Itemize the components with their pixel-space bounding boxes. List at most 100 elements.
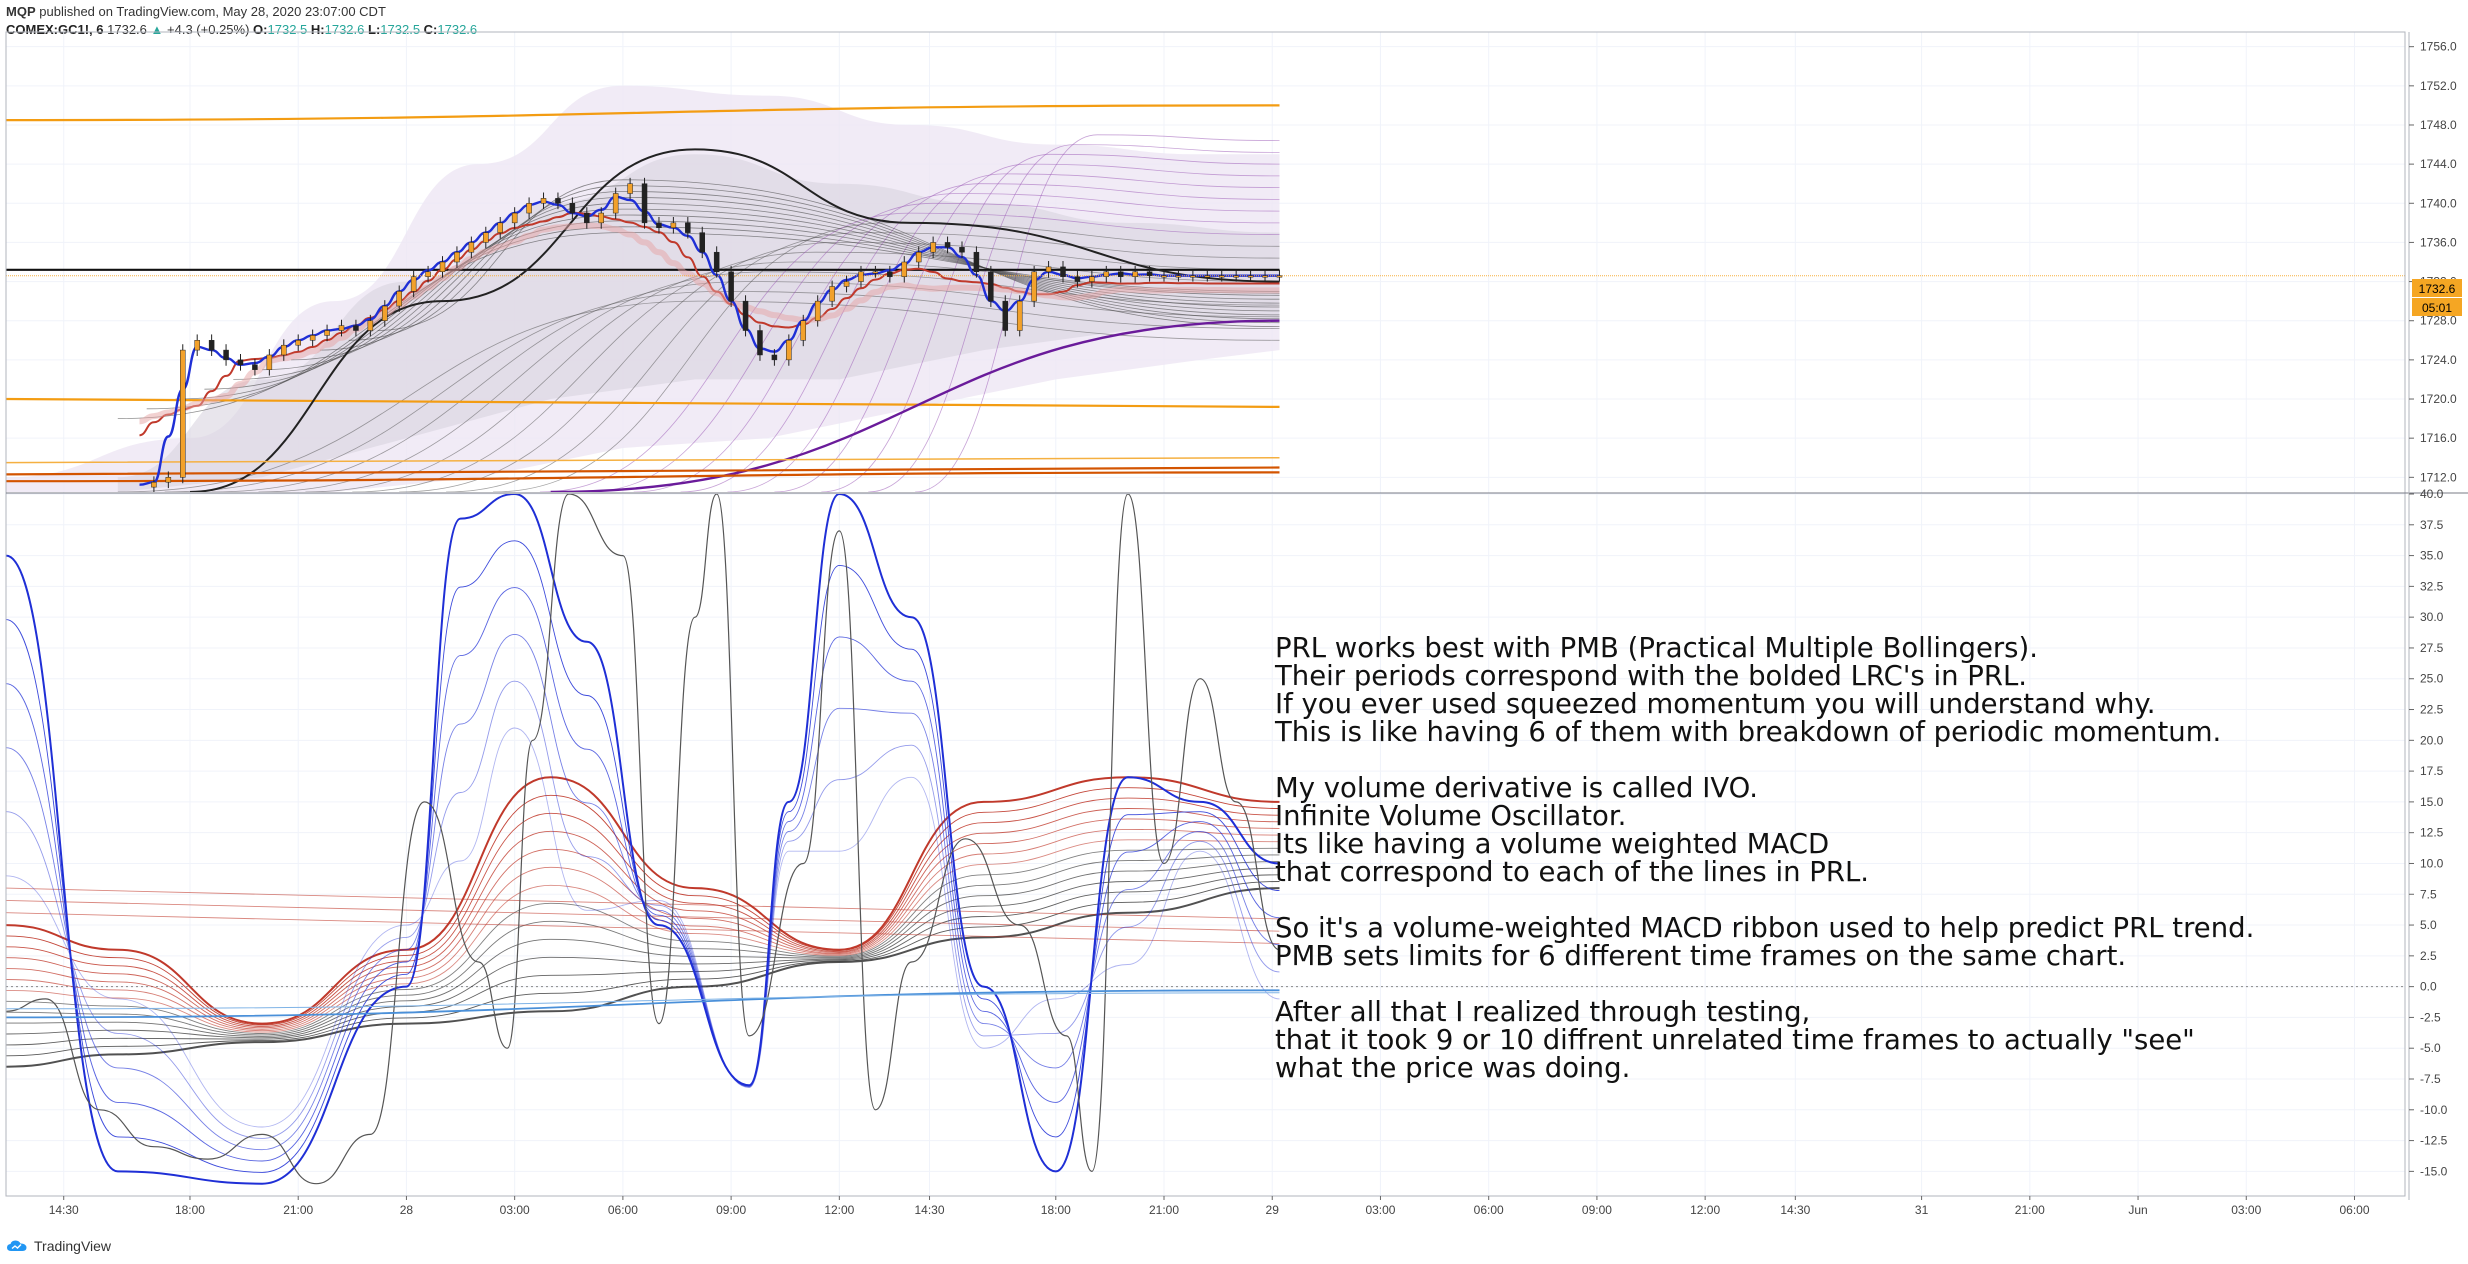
steelblue-thin-line [6,992,1280,1010]
time-tick-label: 21:00 [1149,1203,1179,1217]
price-tick-label: 1752.0 [2420,79,2457,93]
candle-down [728,271,734,302]
price-tick-label: 1744.0 [2420,157,2457,171]
time-tick-label: 06:00 [1474,1203,1504,1217]
annotation-line: Its like having a volume weighted MACD [1275,828,1830,860]
time-tick-label: 09:00 [1582,1203,1612,1217]
candle-down [584,212,590,224]
candle-up [1016,300,1023,331]
price-tick-label: 1720.0 [2420,392,2457,406]
candle-up [396,291,402,307]
time-tick-label: 31 [1915,1203,1929,1217]
annotation-line: PRL works best with PMB (Practical Multi… [1275,632,2038,664]
annotation-line: PMB sets limits for 6 different time fra… [1275,940,2127,972]
candle-down [685,222,691,233]
candle-up [627,183,633,194]
candle-up [511,212,518,224]
candle-down [569,203,576,214]
tradingview-logo[interactable]: TradingView [6,1238,111,1254]
open-value: 1732.5 [267,22,308,37]
last-price-tag-text: 1732.6 [2419,282,2456,296]
candle-up [872,271,879,274]
macd-ribbon-line [6,861,1280,1037]
candle-down [713,251,720,273]
arch-curve [319,191,1280,351]
time-tick-label: 21:00 [2015,1203,2045,1217]
high-value: 1732.6 [324,22,365,37]
time-tick-label: 06:00 [608,1203,638,1217]
blue-oscillator-line [6,680,1280,1139]
chart-publish-info: MQP published on TradingView.com, May 28… [6,4,386,19]
candle-up [1233,275,1239,278]
candle-down [887,271,893,277]
macd-ribbon-line [6,839,1280,1033]
candle-up [165,477,172,483]
candle-up [367,320,374,331]
annotation-line: My volume derivative is called IVO. [1275,772,1758,804]
price-tick-label: 1736.0 [2420,235,2457,249]
annotation-line: If you ever used squeezed momentum you w… [1275,688,2156,720]
candle-down [944,242,951,248]
macd-ribbon-line [6,808,1280,1029]
osc-tick-label: -12.5 [2420,1134,2448,1148]
blue-oscillator-line [6,633,1280,1151]
osc-tick-label: 20.0 [2420,733,2444,747]
candle-up [497,222,503,233]
candle-up [281,344,287,356]
gray-oscillator-line [6,494,1280,1185]
price-tick-label: 1756.0 [2420,40,2457,54]
lower-orange-line [6,466,1280,476]
candle-down [1146,271,1153,276]
fan-curve [492,222,1280,492]
steelblue-signal-line [6,989,1280,1019]
symbol-label[interactable]: COMEX:GC1!, 6 [6,22,104,37]
macd-ribbon-line [6,867,1280,1039]
price-change: +4.3 (+0.25%) [167,22,250,37]
close-label: C: [423,22,438,37]
inner-band-fill [117,154,1280,492]
time-axis[interactable]: 14:30 18:00 21:00 28 03:00 06:00 09:00 12:00 14:… [6,1195,2405,1217]
time-tick-label: 21:00 [283,1203,313,1217]
candle-up [901,261,908,277]
candle-up [439,261,446,273]
osc-tick-label: -15.0 [2420,1164,2448,1178]
osc-tick-label: 0.0 [2420,980,2437,994]
candle-down [353,325,359,331]
series-lower-orange-band [6,397,1280,408]
candle-up [483,232,489,243]
series-dark-curve [189,148,1280,492]
candle-up [180,349,186,478]
annotation-line: So it's a volume-weighted MACD ribbon us… [1275,912,2255,944]
candle-up [1045,266,1052,273]
candle-up [338,325,345,331]
price-axis[interactable]: 1756.0 1752.0 1748.0 1744.0 1740.0 1736.0 1732… [2409,40,2457,1179]
candle-up [1132,271,1138,277]
low-label: L: [368,22,381,37]
fan-curve [915,134,1280,492]
candle-down [223,349,229,361]
candle-down [1074,276,1081,282]
annotation-line: This is like having 6 of them with break… [1275,716,2222,748]
time-tick-label: 14:30 [1780,1203,1810,1217]
candle-up [454,251,460,263]
annotation-line: that it took 9 or 10 diffrent unrelated … [1275,1024,2195,1056]
candle-up [598,212,604,224]
time-tick-label: 03:00 [2231,1203,2261,1217]
osc-tick-label: 10.0 [2420,856,2444,870]
author-name[interactable]: MQP [6,4,36,19]
candle-up [670,222,677,228]
osc-tick-label: -5.0 [2420,1041,2441,1055]
fan-curve [352,251,1280,492]
price-tick-label: 1716.0 [2420,431,2457,445]
candle-down [1060,266,1066,277]
candle-down [757,330,763,356]
arch-curve [233,208,1280,380]
candle-down [1117,271,1124,277]
candle-up [800,320,807,341]
fan-curve [680,183,1280,492]
price-tick-label: 1740.0 [2420,196,2457,210]
fan-curve [211,281,1280,492]
time-tick-label: 12:00 [1690,1203,1720,1217]
time-tick-label: 09:00 [716,1203,746,1217]
